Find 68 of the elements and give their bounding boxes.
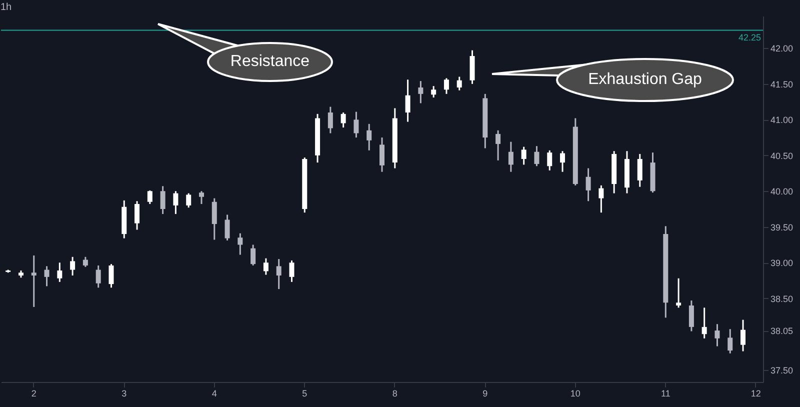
x-tick-label: 3 — [122, 388, 127, 398]
candlestick — [186, 192, 192, 208]
y-tick-label: 37.50 — [770, 365, 794, 376]
candlestick — [418, 80, 424, 104]
candlestick — [508, 141, 514, 173]
candlestick — [380, 136, 384, 173]
x-tick-label: 11 — [660, 388, 670, 398]
candlestick — [212, 198, 217, 240]
candlestick — [702, 306, 707, 340]
x-tick-label: 8 — [392, 388, 398, 398]
candlestick — [586, 168, 591, 202]
y-tick-label: 39.00 — [770, 258, 794, 268]
annotation: Resistance — [230, 53, 310, 71]
candlestick — [444, 77, 449, 95]
candlestick — [289, 260, 294, 283]
candlestick — [405, 78, 410, 123]
ref-line-label: 42.25 — [738, 32, 761, 42]
candlestick — [521, 146, 526, 166]
y-tick-label: 38.05 — [770, 326, 794, 336]
candlestick — [598, 184, 604, 214]
candlestick — [496, 130, 501, 162]
y-tick-label: 41.00 — [770, 115, 794, 126]
candlestick — [714, 323, 720, 348]
candlestick — [160, 185, 166, 215]
candlestick — [82, 256, 88, 268]
x-tick-label: 2 — [31, 388, 36, 398]
candlestick — [96, 264, 101, 288]
chart-title: 1h — [0, 2, 12, 13]
candlestick — [44, 265, 50, 287]
x-tick-label: 4 — [212, 388, 217, 398]
candlestick — [198, 190, 204, 205]
y-tick-label: 40.50 — [770, 150, 794, 161]
candlestick — [456, 76, 462, 92]
candlestick — [134, 200, 140, 230]
candlestick — [263, 258, 268, 276]
candlestick — [31, 254, 36, 308]
candlestick — [534, 145, 540, 167]
y-tick-label: 40.00 — [770, 186, 794, 197]
x-tick-label: 12 — [750, 388, 761, 398]
x-tick-label: 10 — [570, 388, 580, 398]
y-tick-label: 39.50 — [770, 222, 794, 232]
annotation: Exhaustion Gap — [588, 71, 702, 89]
candlestick — [547, 150, 552, 172]
candlestick — [431, 85, 436, 98]
candlestick — [147, 190, 152, 205]
candlestick — [688, 300, 694, 332]
candlestick — [328, 106, 333, 134]
candlestick — [366, 123, 372, 152]
candlestick — [354, 111, 359, 138]
candlestick — [560, 150, 566, 173]
candlestick — [57, 262, 62, 283]
candlestick — [224, 214, 230, 242]
candlestick — [676, 278, 682, 308]
x-tick-label: 5 — [302, 388, 308, 398]
candlestick — [728, 328, 733, 354]
x-tick-label: 9 — [482, 388, 488, 398]
candlestick — [740, 319, 746, 352]
y-tick-label: 42.00 — [770, 44, 794, 54]
candlestick — [637, 153, 642, 188]
candlestick — [173, 190, 178, 215]
candlestick — [340, 112, 346, 128]
candlestick — [108, 263, 114, 288]
y-tick-label: 41.50 — [770, 79, 794, 90]
candlestick — [238, 232, 243, 256]
y-tick-label: 38.50 — [770, 294, 794, 304]
candlestick — [250, 244, 256, 266]
candlestick — [276, 258, 282, 290]
candlestick — [70, 256, 76, 276]
